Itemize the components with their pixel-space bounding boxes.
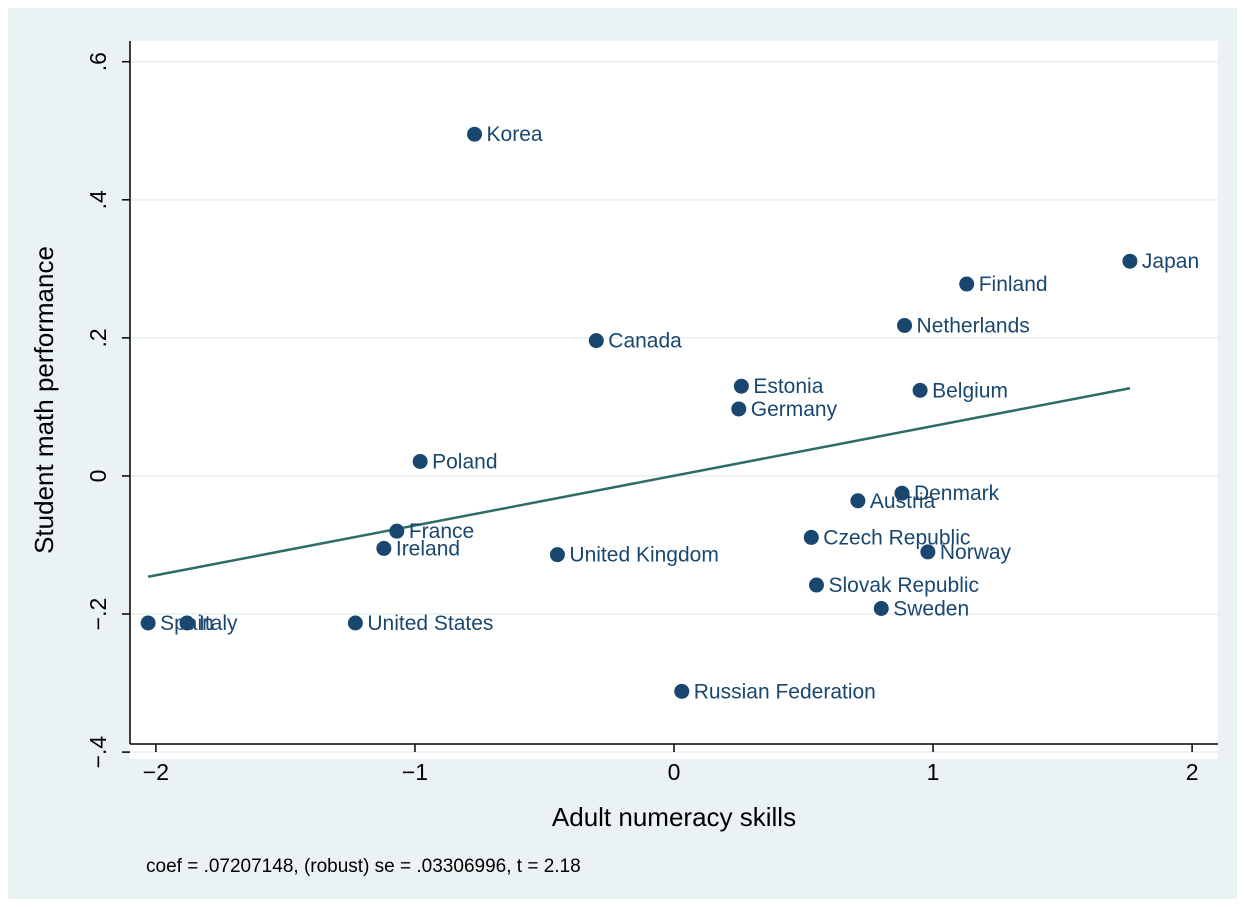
point-label-czech-republic: Czech Republic <box>823 526 970 549</box>
y-tick-label-0: −.4 <box>85 736 111 769</box>
point-netherlands <box>897 317 913 333</box>
point-korea <box>467 126 483 142</box>
x-tick-label-2: 0 <box>668 759 681 785</box>
point-finland <box>959 276 975 292</box>
y-tick-label-2: 0 <box>85 470 111 483</box>
y-axis-title: Student math performance <box>29 246 59 554</box>
point-poland <box>412 453 428 469</box>
point-label-sweden: Sweden <box>893 597 969 620</box>
point-germany <box>731 401 747 417</box>
x-tick-label-4: 2 <box>1186 759 1199 785</box>
point-label-italy: Italy <box>199 612 238 635</box>
point-label-germany: Germany <box>751 398 838 421</box>
point-label-united-states: United States <box>367 612 493 635</box>
y-tick-label-4: .4 <box>85 190 111 209</box>
point-austria <box>850 493 866 509</box>
point-canada <box>588 333 604 349</box>
point-norway <box>920 544 936 560</box>
point-japan <box>1122 253 1138 269</box>
point-ireland <box>376 540 392 556</box>
point-label-slovak-republic: Slovak Republic <box>828 574 979 597</box>
point-label-canada: Canada <box>608 330 682 353</box>
point-label-korea: Korea <box>487 123 543 146</box>
point-estonia <box>733 378 749 394</box>
x-tick-label-3: 1 <box>927 759 940 785</box>
y-tick-label-3: .2 <box>85 328 111 347</box>
data-points: Korea Japan Finland Netherlands Canada Estoni… <box>140 123 1199 703</box>
point-italy <box>179 615 195 631</box>
point-label-japan: Japan <box>1142 250 1199 273</box>
x-ticks: −2 −1 0 1 2 <box>143 744 1199 785</box>
point-label-united-kingdom: United Kingdom <box>569 544 718 567</box>
point-label-estonia: Estonia <box>753 375 823 398</box>
point-label-russian-federation: Russian Federation <box>694 680 876 703</box>
point-label-belgium: Belgium <box>932 379 1008 402</box>
graph-region: −2 −1 0 1 2 −.4 −.2 0 .2 .4 .6 Korea Japan Finland N… <box>8 8 1237 899</box>
point-belgium <box>912 382 928 398</box>
x-tick-label-1: −1 <box>402 759 428 785</box>
point-label-ireland: Ireland <box>396 537 460 560</box>
point-label-austria: Austria <box>870 490 936 513</box>
point-sweden <box>873 600 889 616</box>
point-france <box>389 523 405 539</box>
y-tick-label-1: −.2 <box>85 598 111 631</box>
point-slovak-republic <box>808 577 824 593</box>
y-tick-label-5: .6 <box>85 52 111 71</box>
y-ticks: −.4 −.2 0 .2 .4 .6 <box>85 52 130 768</box>
point-czech-republic <box>803 529 819 545</box>
x-tick-label-0: −2 <box>143 759 169 785</box>
point-label-netherlands: Netherlands <box>917 314 1030 337</box>
point-spain <box>140 615 156 631</box>
scatter-chart: −2 −1 0 1 2 −.4 −.2 0 .2 .4 .6 Korea Japan Finland N… <box>29 41 1218 877</box>
regression-note: coef = .07207148, (robust) se = .0330699… <box>146 856 581 877</box>
point-label-denmark: Denmark <box>914 482 1000 505</box>
point-denmark <box>894 485 910 501</box>
point-label-poland: Poland <box>432 450 497 473</box>
point-label-france: France <box>409 520 474 543</box>
point-russian-federation <box>674 683 690 699</box>
point-united-states <box>347 615 363 631</box>
x-axis-title: Adult numeracy skills <box>552 802 796 832</box>
point-united-kingdom <box>549 547 565 563</box>
point-label-norway: Norway <box>940 541 1012 564</box>
fit-line <box>147 387 1131 578</box>
plot-area <box>130 41 1218 759</box>
point-label-finland: Finland <box>979 273 1048 296</box>
